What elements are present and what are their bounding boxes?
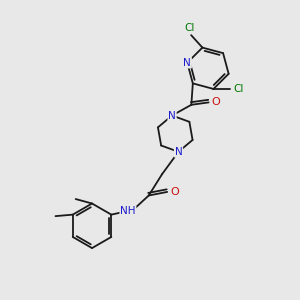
Text: N: N: [168, 110, 176, 121]
Text: N: N: [183, 58, 191, 68]
Text: Cl: Cl: [184, 23, 195, 33]
Text: NH: NH: [120, 206, 136, 216]
Text: O: O: [170, 187, 179, 197]
Text: N: N: [175, 147, 182, 157]
Text: Cl: Cl: [233, 84, 243, 94]
Text: O: O: [211, 98, 220, 107]
